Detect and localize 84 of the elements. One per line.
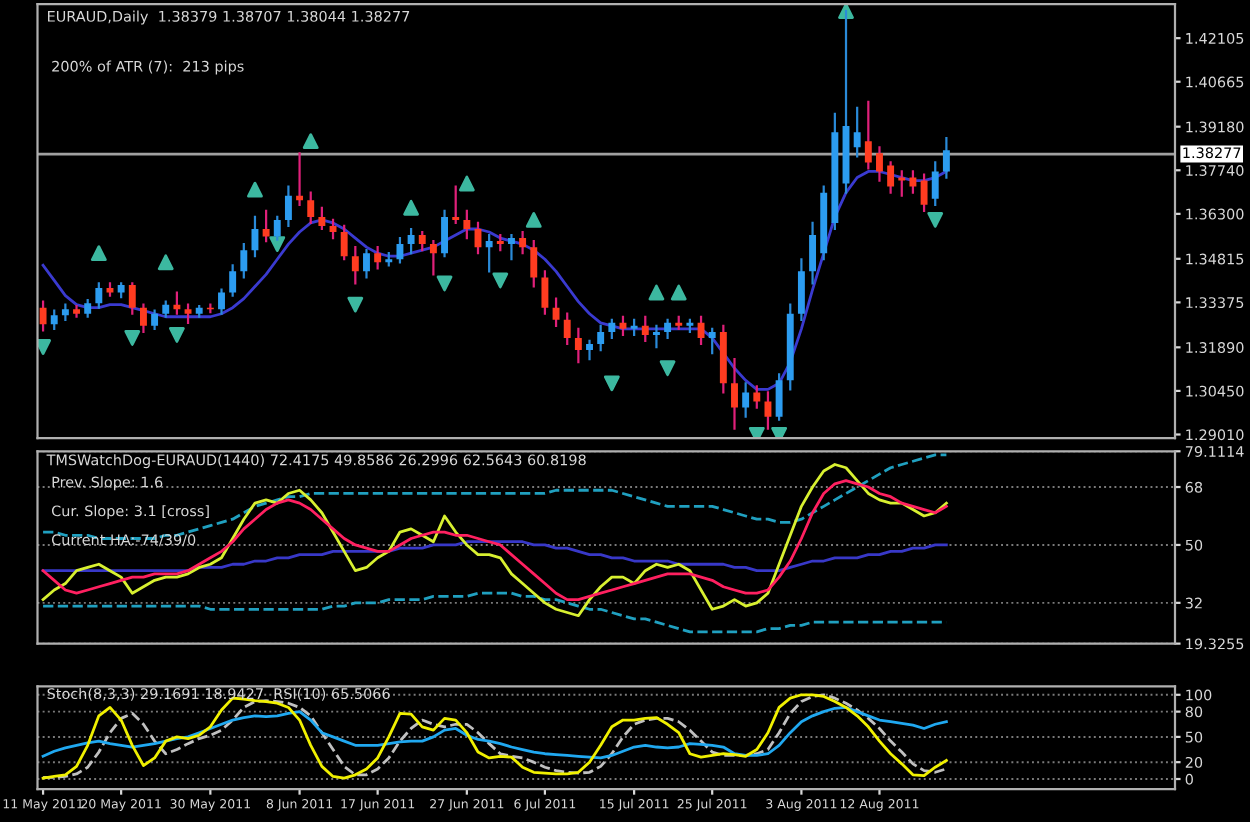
line-series [41, 591, 948, 634]
candlestick [407, 227, 415, 255]
candlestick [418, 230, 426, 252]
candlestick [452, 185, 460, 225]
point [648, 284, 665, 301]
candlestick [184, 303, 192, 324]
candlestick [641, 315, 649, 343]
candlestick [429, 239, 437, 276]
candlestick [809, 221, 817, 285]
point [748, 426, 765, 439]
candlestick [931, 161, 939, 206]
candlestick [753, 385, 761, 409]
candlestick [351, 246, 359, 285]
candlestick [374, 246, 382, 270]
candlestick [909, 170, 917, 194]
candlestick [920, 173, 928, 212]
point [37, 339, 51, 355]
candlestick [775, 373, 783, 421]
candlestick [95, 282, 103, 309]
point [670, 284, 687, 301]
candlestick [797, 258, 805, 321]
candlestick [284, 185, 292, 228]
line-series [41, 479, 948, 602]
point [403, 199, 419, 216]
candlestick [541, 270, 549, 315]
candlestick [652, 324, 660, 349]
candlestick [151, 309, 159, 330]
candlestick [307, 191, 315, 225]
point [90, 245, 107, 262]
point [436, 275, 453, 292]
point [603, 375, 620, 392]
point [927, 212, 944, 228]
point [269, 236, 286, 253]
candlestick [396, 236, 404, 264]
candlestick [574, 327, 582, 364]
candlestick [296, 152, 304, 206]
candlestick [262, 209, 270, 243]
point [525, 212, 542, 228]
candlestick [218, 288, 225, 315]
candlestick [742, 382, 750, 418]
point [302, 133, 319, 150]
point [168, 327, 185, 343]
candlestick [139, 303, 147, 333]
candlestick [876, 146, 883, 182]
candlestick [853, 106, 861, 158]
point [458, 175, 475, 192]
point [771, 426, 788, 439]
candlestick [664, 318, 672, 340]
point [492, 272, 509, 289]
candlestick [608, 318, 616, 340]
line-series [41, 706, 948, 760]
candlestick [898, 170, 906, 197]
candlestick [887, 161, 895, 194]
candlestick [586, 339, 593, 361]
candlestick [229, 264, 237, 297]
candlestick [340, 224, 348, 261]
candlestick [318, 206, 326, 231]
point [157, 254, 174, 271]
candlestick [273, 215, 281, 241]
candlestick [942, 137, 950, 179]
candlestick [50, 309, 58, 330]
candlestick [441, 209, 448, 258]
candlestick [463, 209, 471, 240]
candlestick [731, 358, 738, 430]
candlestick [597, 324, 605, 352]
point [124, 330, 141, 346]
candlestick [485, 233, 493, 273]
candlestick [173, 291, 181, 315]
candlestick [39, 300, 47, 332]
candlestick [128, 282, 136, 315]
candlestick [519, 230, 527, 255]
candlestick [563, 312, 571, 346]
point [347, 296, 364, 313]
point [247, 181, 263, 198]
candlestick [73, 305, 80, 318]
candlestick [240, 243, 248, 279]
candlestick [708, 327, 716, 355]
candlestick [508, 233, 515, 261]
candlestick [864, 100, 872, 170]
candlestick [363, 249, 370, 279]
candlestick [530, 239, 538, 288]
candlestick [552, 297, 560, 327]
candlestick [764, 391, 772, 430]
point [659, 360, 676, 377]
